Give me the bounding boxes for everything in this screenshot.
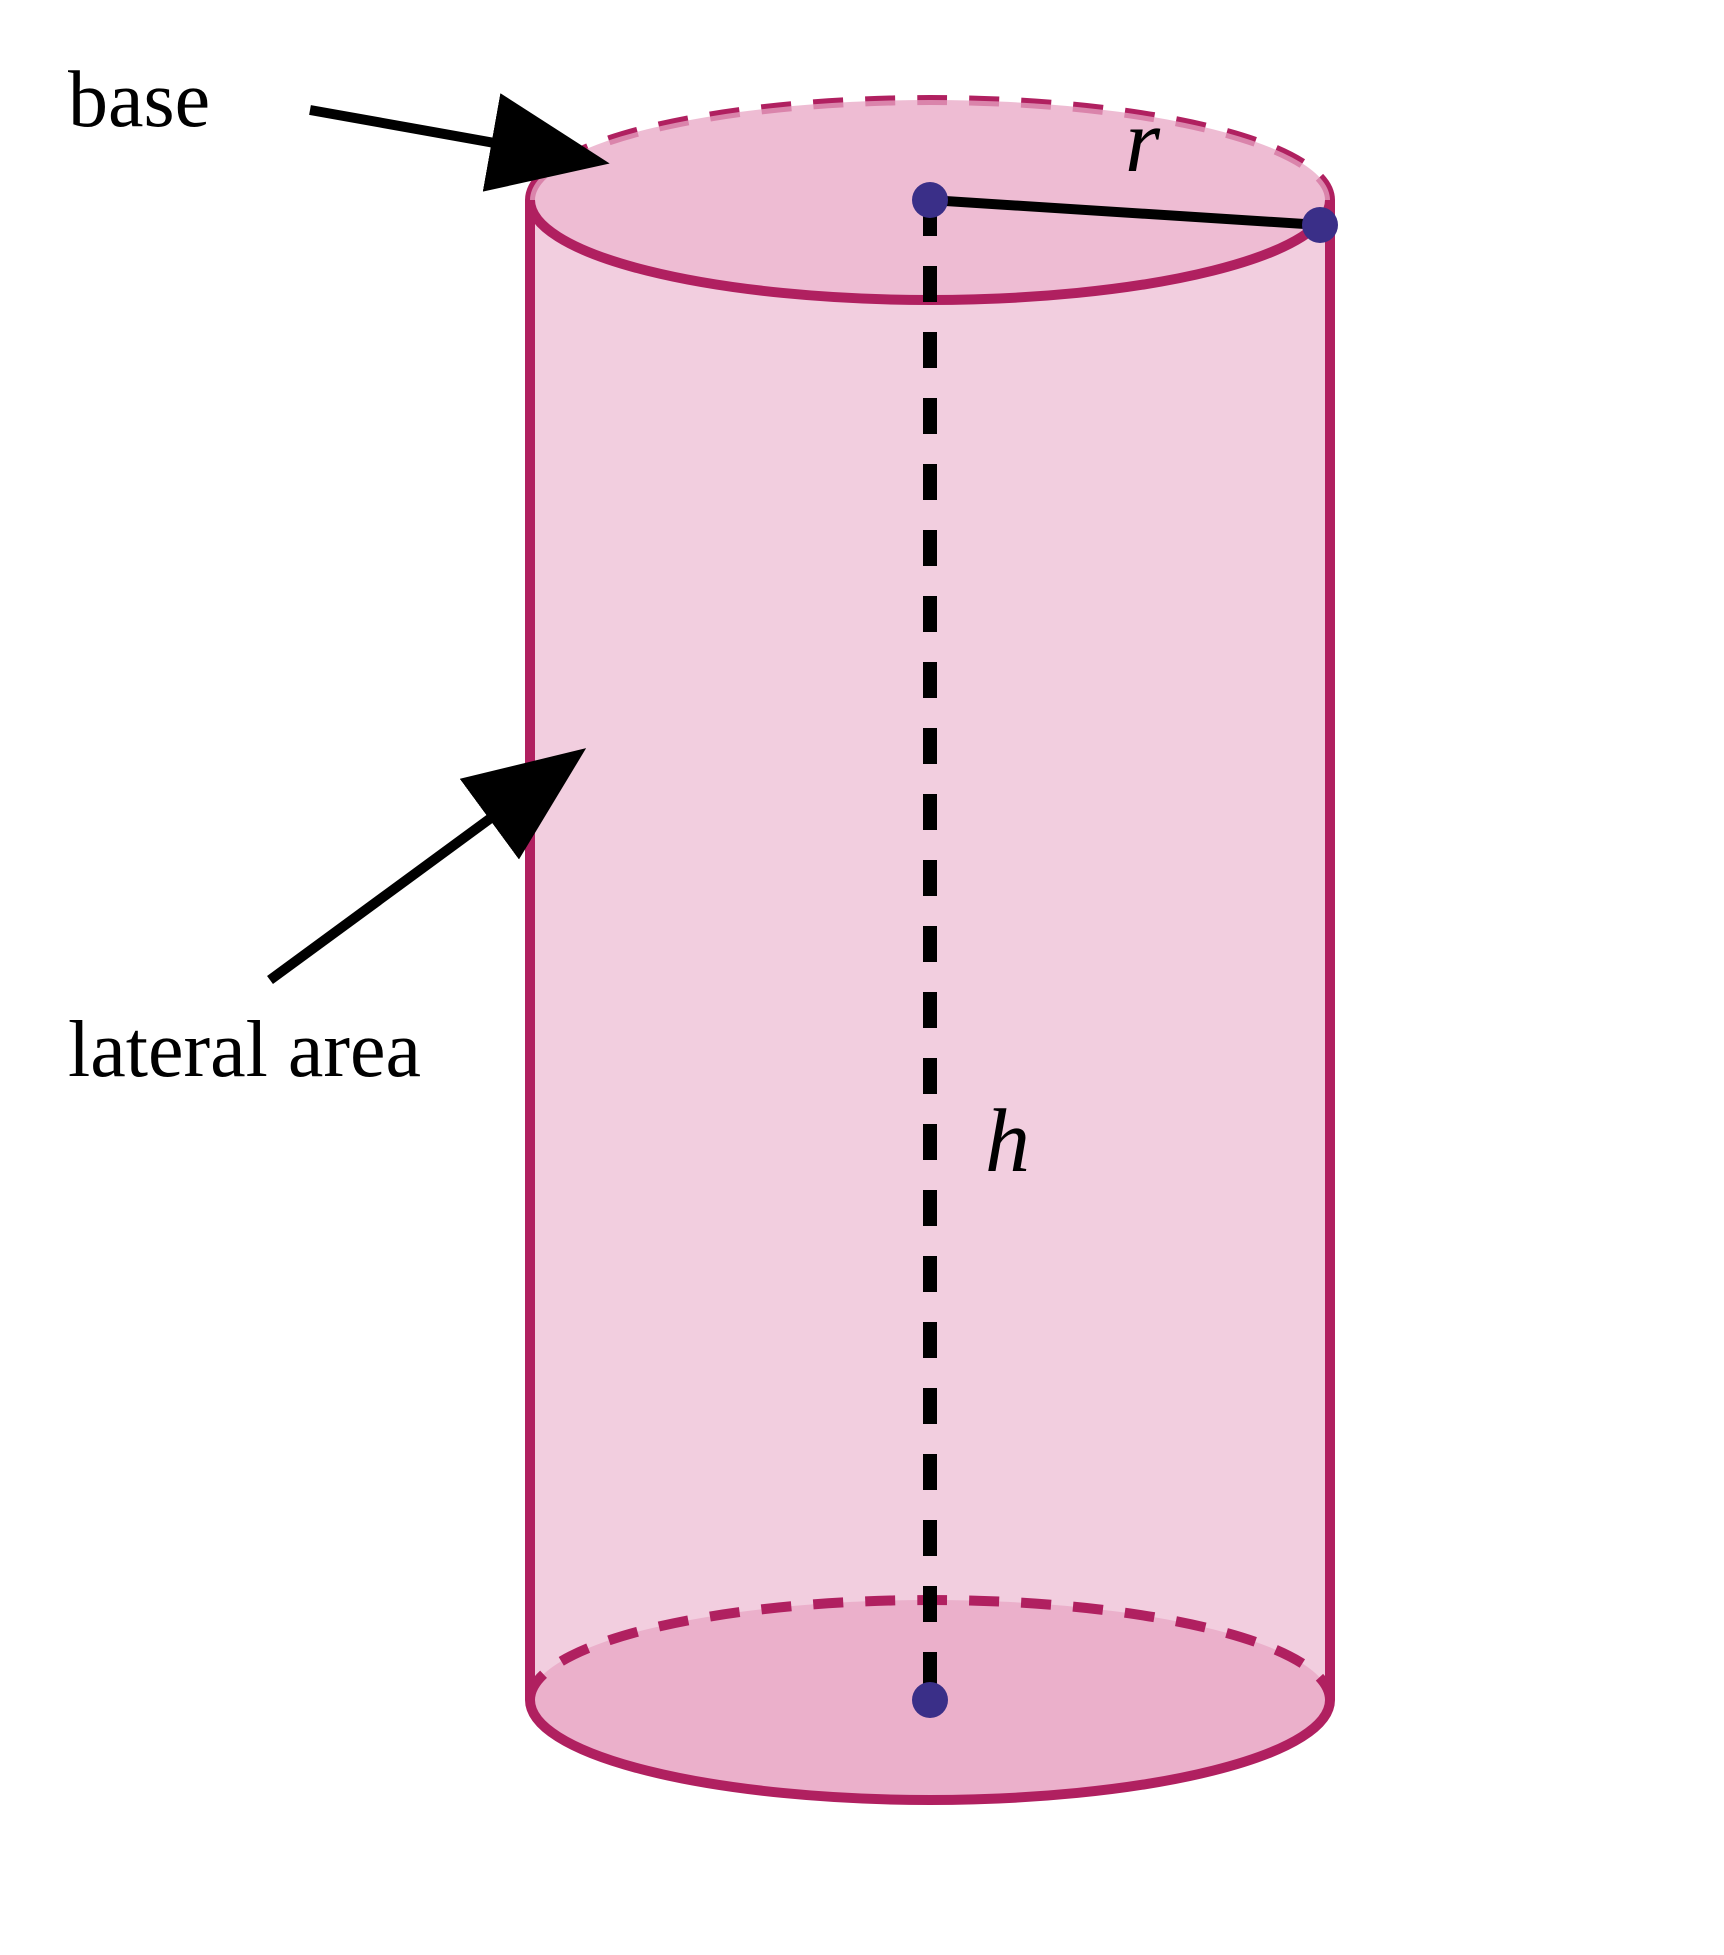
radius-endpoint — [1302, 207, 1338, 243]
lateral-area-label: lateral area — [68, 1005, 421, 1096]
cylinder-svg — [0, 0, 1724, 1955]
height-label: h — [985, 1090, 1030, 1193]
base-arrow — [310, 110, 590, 160]
center-point-top — [912, 182, 948, 218]
center-point-bottom — [912, 1682, 948, 1718]
base-label: base — [68, 55, 210, 146]
cylinder-diagram: base lateral area r h — [0, 0, 1724, 1955]
radius-label: r — [1125, 90, 1160, 193]
